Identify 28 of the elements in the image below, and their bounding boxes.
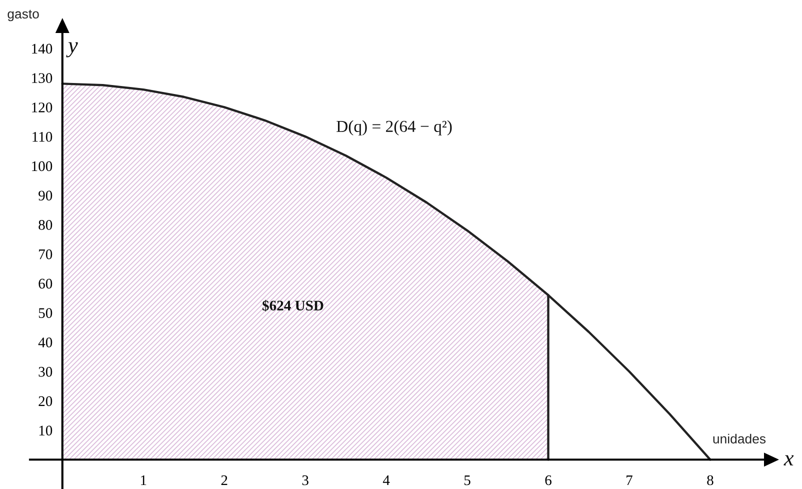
text: x: [784, 455, 794, 466]
y-tick-label: 100: [32, 161, 52, 172]
y-tick-label: 120: [32, 102, 52, 112]
y-tick-label: 20: [38, 396, 52, 406]
y-tick-label: 130: [32, 73, 52, 84]
x-tick-label: 1: [141, 475, 146, 486]
y-tick-label: 50: [38, 308, 52, 318]
x-tick-label: 5: [464, 475, 470, 486]
x-tick-label: 8: [707, 475, 714, 486]
x-tick-label: 7: [626, 475, 632, 486]
y-tick-label: 140: [32, 44, 52, 54]
annotation: $624 USD: [262, 300, 324, 312]
y-tick-label: 30: [38, 366, 52, 377]
y-tick-label: 60: [38, 278, 52, 289]
y-tick-label: 80: [38, 220, 52, 230]
y-tick-label: 10: [39, 426, 52, 436]
y-axis-title: gasto: [8, 10, 39, 22]
y-tick-label: 70: [39, 249, 52, 260]
y-tick-label: 110: [32, 132, 52, 142]
y-tick-label: 90: [38, 190, 52, 200]
series-label: D(q) = 2(64 − q²): [336, 120, 452, 136]
annotation: y: [66, 42, 78, 58]
x-axis-title: unidades: [713, 434, 766, 444]
x-tick-label: 6: [545, 475, 552, 486]
x-tick-label: 4: [382, 475, 390, 486]
x-tick-label: 2: [221, 475, 228, 486]
x-tick-label: 3: [302, 475, 308, 486]
y-tick-label: 40: [38, 338, 52, 348]
